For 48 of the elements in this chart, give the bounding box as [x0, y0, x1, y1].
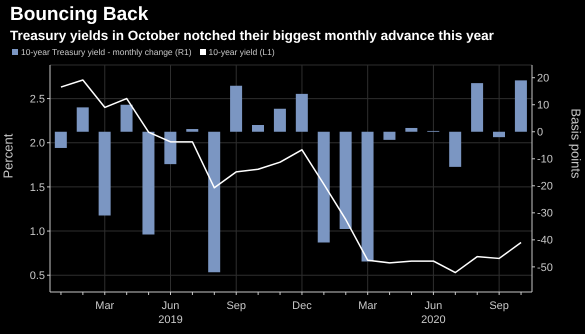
- x-tick-label: Sep: [226, 300, 246, 312]
- chart-title: Bouncing Back: [10, 4, 148, 26]
- bar: [383, 132, 396, 140]
- bar: [340, 132, 352, 230]
- y2-axis-title: Basis points: [568, 108, 584, 179]
- y2-tick-label: -20: [537, 180, 553, 193]
- bar: [296, 94, 308, 132]
- bar: [230, 86, 242, 132]
- bar: [142, 132, 154, 234]
- y2-tick-label: -40: [537, 234, 553, 247]
- bar: [252, 124, 264, 132]
- y-tick-label: 0.5: [30, 270, 45, 282]
- bar: [274, 108, 286, 132]
- bar: [208, 132, 220, 272]
- x-tick-label: Sep: [489, 300, 509, 312]
- y2-tick-label: 20: [537, 72, 550, 85]
- bar: [362, 132, 374, 262]
- y2-tick-label: 10: [537, 100, 550, 112]
- y-tick-label: 2.5: [30, 93, 45, 106]
- x-tick-label: Mar: [358, 300, 378, 312]
- bar: [98, 132, 111, 216]
- bar: [186, 129, 198, 132]
- bar: [164, 132, 176, 164]
- bar: [318, 132, 330, 243]
- y2-tick-label: -30: [537, 208, 553, 220]
- y-tick-label: 1.0: [30, 226, 45, 238]
- y2-tick-label: -10: [537, 154, 553, 166]
- y2-tick-label: -50: [537, 262, 553, 274]
- x-tick-label: Mar: [95, 300, 115, 312]
- y-axis-title: Percent: [0, 133, 16, 178]
- y-tick-label: 2.0: [30, 138, 45, 150]
- chart-subtitle: Treasury yields in October notched their biggest monthly advance this year: [10, 28, 494, 43]
- legend-label: 10-year yield (L1): [208, 47, 275, 57]
- bar: [405, 128, 418, 132]
- x-tick-label: Jun 2020: [421, 300, 446, 326]
- bar: [76, 107, 89, 132]
- y-tick-label: 1.5: [30, 182, 45, 194]
- bar: [54, 132, 67, 148]
- line-series: [60, 79, 522, 274]
- bar: [120, 104, 133, 132]
- bar: [514, 80, 527, 132]
- bar: [471, 83, 484, 132]
- x-tick-label: Jun 2019: [158, 300, 183, 326]
- bar: [493, 132, 505, 138]
- y2-tick-label: 0: [537, 126, 544, 139]
- bar: [449, 132, 462, 167]
- x-tick-label: Dec: [292, 300, 312, 312]
- legend-label: 10-year Treasury yield - monthly change (R1): [20, 47, 192, 57]
